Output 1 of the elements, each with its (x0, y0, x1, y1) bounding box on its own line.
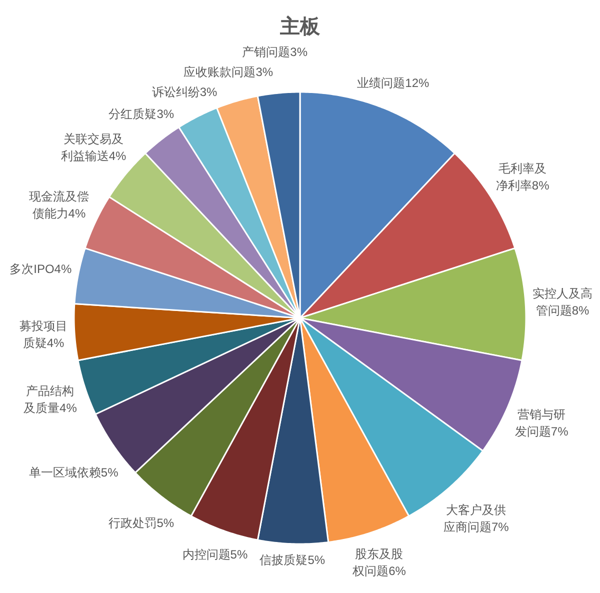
title: 主板 (280, 16, 320, 38)
